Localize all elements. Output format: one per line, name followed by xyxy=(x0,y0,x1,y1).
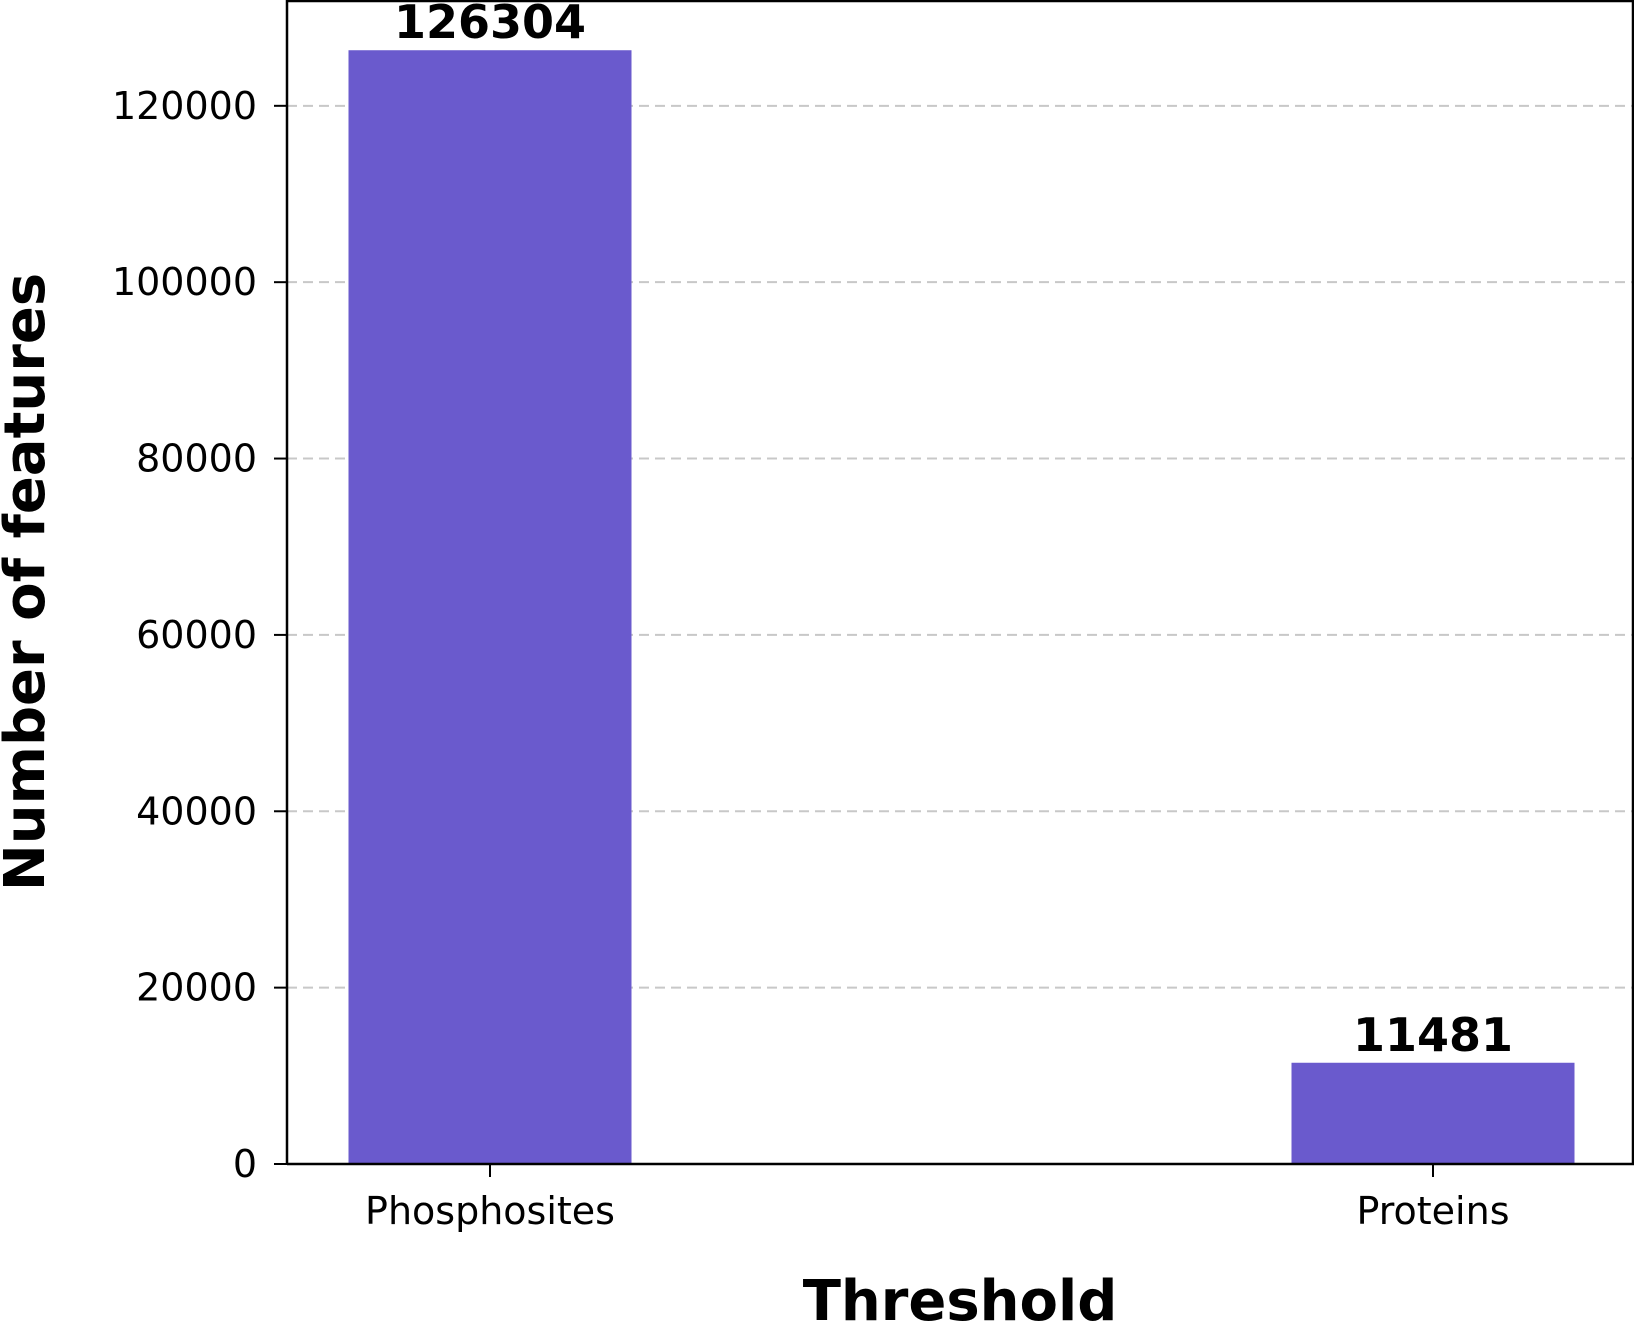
y-tick-label: 60000 xyxy=(136,613,257,657)
bar xyxy=(348,50,632,1164)
y-tick-label: 20000 xyxy=(136,966,257,1010)
bars xyxy=(348,50,1575,1164)
bar-value-label: 126304 xyxy=(394,0,586,49)
y-tick-label: 0 xyxy=(233,1142,257,1186)
x-tick-label: Proteins xyxy=(1356,1189,1509,1233)
data-labels: 126304 11481 xyxy=(394,0,1513,1062)
y-tick-label: 120000 xyxy=(112,84,257,128)
bar xyxy=(1291,1062,1575,1164)
bar-value-label: 11481 xyxy=(1353,1008,1513,1062)
axes: 0 20000 40000 60000 80000 100000 120000 Phospho… xyxy=(112,0,1634,1233)
x-tick-label: Phosphosites xyxy=(365,1189,615,1233)
y-tick-label: 40000 xyxy=(136,789,257,833)
x-axis-title: Threshold xyxy=(803,1269,1118,1333)
y-tick-label: 80000 xyxy=(136,437,257,481)
y-tick-label: 100000 xyxy=(112,260,257,304)
y-axis-title: Number of features xyxy=(0,273,58,891)
